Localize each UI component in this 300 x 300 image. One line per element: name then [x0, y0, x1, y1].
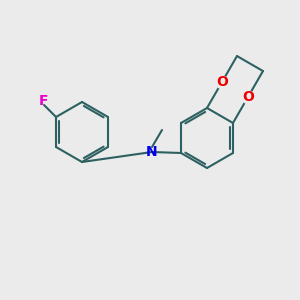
Text: O: O	[216, 75, 228, 89]
Text: F: F	[38, 94, 48, 108]
Text: N: N	[146, 145, 158, 159]
Text: O: O	[242, 90, 254, 104]
